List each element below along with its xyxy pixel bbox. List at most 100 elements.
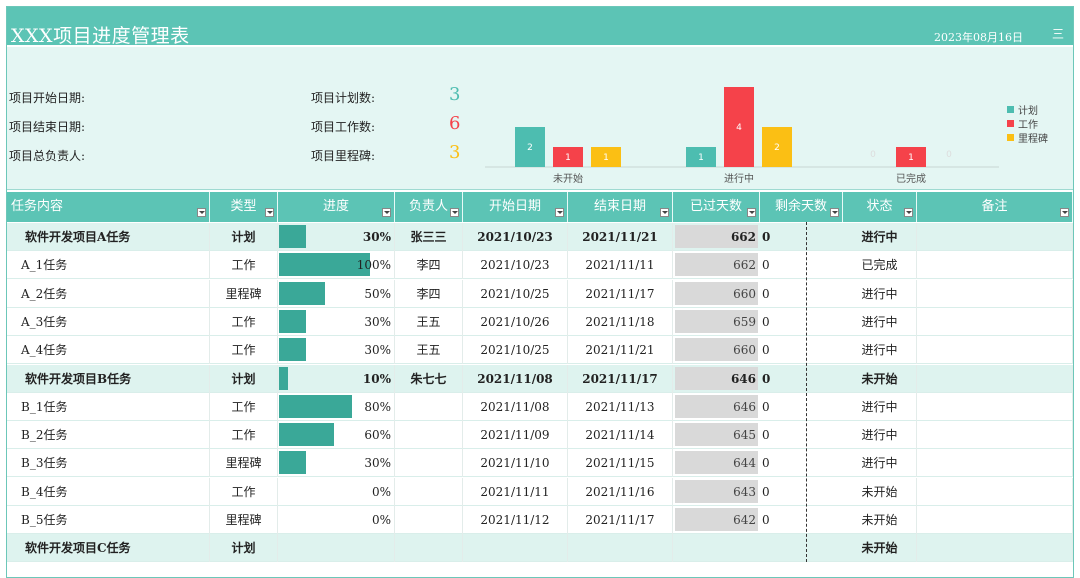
type-cell[interactable]: 工作 <box>210 421 278 450</box>
table-row[interactable]: B_5任务 里程碑 0% 2021/11/12 2021/11/17 642 0 未开始 <box>7 506 1073 534</box>
status-cell[interactable]: 进行中 <box>843 223 917 251</box>
task-cell[interactable]: B_5任务 <box>7 506 210 534</box>
filter-dropdown-icon[interactable] <box>747 208 756 217</box>
progress-cell[interactable]: 0% <box>278 477 395 506</box>
filter-dropdown-icon[interactable] <box>382 208 391 217</box>
remain-cell[interactable]: 0 <box>762 399 770 414</box>
remain-cell[interactable]: 0 <box>762 314 770 329</box>
owner-cell[interactable]: 朱七七 <box>395 364 463 393</box>
table-row[interactable]: B_4任务 工作 0% 2021/11/11 2021/11/16 643 0 未开始 <box>7 477 1073 506</box>
start-cell[interactable]: 2021/10/23 <box>463 251 568 280</box>
table-row[interactable]: B_3任务 里程碑 30% 2021/11/10 2021/11/15 644 0 进行中 <box>7 449 1073 478</box>
elapsed-days-cell[interactable]: 642 <box>673 506 760 534</box>
start-cell[interactable]: 2021/11/09 <box>463 421 568 450</box>
owner-cell[interactable]: 王五 <box>395 336 463 365</box>
table-row[interactable]: B_1任务 工作 80% 2021/11/08 2021/11/13 646 0 进行中 <box>7 392 1073 421</box>
remain-cell[interactable]: 0 <box>762 230 771 244</box>
start-cell[interactable]: 2021/10/26 <box>463 307 568 336</box>
note-cell[interactable] <box>917 534 1073 563</box>
end-cell[interactable]: 2021/11/21 <box>568 336 673 365</box>
note-cell[interactable] <box>917 477 1073 506</box>
column-header-elapsed[interactable]: 已过天数 <box>673 192 760 222</box>
note-cell[interactable] <box>917 392 1073 421</box>
note-cell[interactable] <box>917 449 1073 478</box>
end-cell[interactable]: 2021/11/21 <box>568 223 673 251</box>
type-cell[interactable]: 里程碑 <box>210 279 278 308</box>
start-cell[interactable]: 2021/10/23 <box>463 223 568 251</box>
elapsed-days-cell[interactable]: 659 <box>673 308 760 336</box>
menu-icon[interactable]: 三 <box>1051 27 1064 41</box>
filter-dropdown-icon[interactable] <box>265 208 274 217</box>
end-cell[interactable]: 2021/11/17 <box>568 364 673 393</box>
filter-dropdown-icon[interactable] <box>1060 208 1069 217</box>
type-cell[interactable]: 计划 <box>210 534 278 563</box>
type-cell[interactable]: 计划 <box>210 364 278 393</box>
type-cell[interactable]: 工作 <box>210 477 278 506</box>
elapsed-days-cell[interactable]: 643 <box>673 478 760 506</box>
progress-cell[interactable]: 30% <box>278 307 395 336</box>
start-cell[interactable] <box>463 534 568 563</box>
task-cell[interactable]: A_3任务 <box>7 307 210 336</box>
status-cell[interactable]: 未开始 <box>843 477 917 506</box>
elapsed-days-cell[interactable]: 646 <box>673 365 760 393</box>
group-row[interactable]: 软件开发项目C任务 计划 未开始 <box>7 534 1073 563</box>
end-cell[interactable] <box>568 534 673 563</box>
column-header-start[interactable]: 开始日期 <box>463 192 568 222</box>
owner-cell[interactable]: 王五 <box>395 307 463 336</box>
remain-cell[interactable]: 0 <box>762 286 770 301</box>
type-cell[interactable]: 里程碑 <box>210 449 278 478</box>
type-cell[interactable]: 工作 <box>210 336 278 365</box>
group-row[interactable]: 软件开发项目B任务 计划 10% 朱七七 2021/11/08 2021/11/17 646… <box>7 364 1073 393</box>
task-cell[interactable]: B_2任务 <box>7 421 210 450</box>
end-cell[interactable]: 2021/11/17 <box>568 506 673 534</box>
progress-cell[interactable]: 50% <box>278 279 395 308</box>
owner-cell[interactable] <box>395 477 463 506</box>
task-cell[interactable]: A_2任务 <box>7 279 210 308</box>
filter-dropdown-icon[interactable] <box>830 208 839 217</box>
end-cell[interactable]: 2021/11/15 <box>568 449 673 478</box>
filter-dropdown-icon[interactable] <box>450 208 459 217</box>
note-cell[interactable] <box>917 506 1073 534</box>
filter-dropdown-icon[interactable] <box>904 208 913 217</box>
note-cell[interactable] <box>917 421 1073 450</box>
column-header-note[interactable]: 备注 <box>917 192 1073 222</box>
remain-cell[interactable] <box>760 534 843 562</box>
column-header-status[interactable]: 状态 <box>843 192 917 222</box>
status-cell[interactable]: 进行中 <box>843 421 917 450</box>
status-cell[interactable]: 已完成 <box>843 251 917 280</box>
note-cell[interactable] <box>917 336 1073 365</box>
task-cell[interactable]: 软件开发项目B任务 <box>7 364 210 393</box>
owner-cell[interactable] <box>395 392 463 421</box>
table-row[interactable]: A_3任务 工作 30% 王五 2021/10/26 2021/11/18 659 0 进行中 <box>7 307 1073 336</box>
type-cell[interactable]: 工作 <box>210 251 278 280</box>
end-cell[interactable]: 2021/11/16 <box>568 477 673 506</box>
group-row[interactable]: 软件开发项目A任务 计划 30% 张三三 2021/10/23 2021/11/21 662… <box>7 223 1073 251</box>
column-header-owner[interactable]: 负责人 <box>395 192 463 222</box>
type-cell[interactable]: 计划 <box>210 223 278 251</box>
owner-cell[interactable] <box>395 534 463 563</box>
note-cell[interactable] <box>917 251 1073 280</box>
progress-cell[interactable]: 0% <box>278 506 395 534</box>
table-row[interactable]: A_1任务 工作 100% 李四 2021/10/23 2021/11/11 662 0 已完成 <box>7 251 1073 280</box>
remain-cell[interactable]: 0 <box>762 456 770 471</box>
table-row[interactable]: A_4任务 工作 30% 王五 2021/10/25 2021/11/21 660 0 进行中 <box>7 336 1073 365</box>
progress-cell[interactable]: 30% <box>278 336 395 365</box>
column-header-task[interactable]: 任务内容 <box>7 192 210 222</box>
task-cell[interactable]: B_3任务 <box>7 449 210 478</box>
start-cell[interactable]: 2021/11/11 <box>463 477 568 506</box>
remain-cell[interactable]: 0 <box>762 428 770 443</box>
task-cell[interactable]: 软件开发项目C任务 <box>7 534 210 563</box>
status-cell[interactable]: 进行中 <box>843 449 917 478</box>
end-cell[interactable]: 2021/11/14 <box>568 421 673 450</box>
progress-cell[interactable]: 80% <box>278 392 395 421</box>
end-cell[interactable]: 2021/11/11 <box>568 251 673 280</box>
table-row[interactable]: A_2任务 里程碑 50% 李四 2021/10/25 2021/11/17 660 0 进行中 <box>7 279 1073 308</box>
filter-dropdown-icon[interactable] <box>555 208 564 217</box>
elapsed-days-cell[interactable]: 660 <box>673 336 760 364</box>
progress-cell[interactable]: 30% <box>278 223 395 251</box>
status-cell[interactable]: 未开始 <box>843 534 917 563</box>
elapsed-days-cell[interactable] <box>673 534 760 562</box>
remain-cell[interactable]: 0 <box>762 484 770 499</box>
start-cell[interactable]: 2021/11/08 <box>463 392 568 421</box>
remain-cell[interactable]: 0 <box>762 258 770 273</box>
